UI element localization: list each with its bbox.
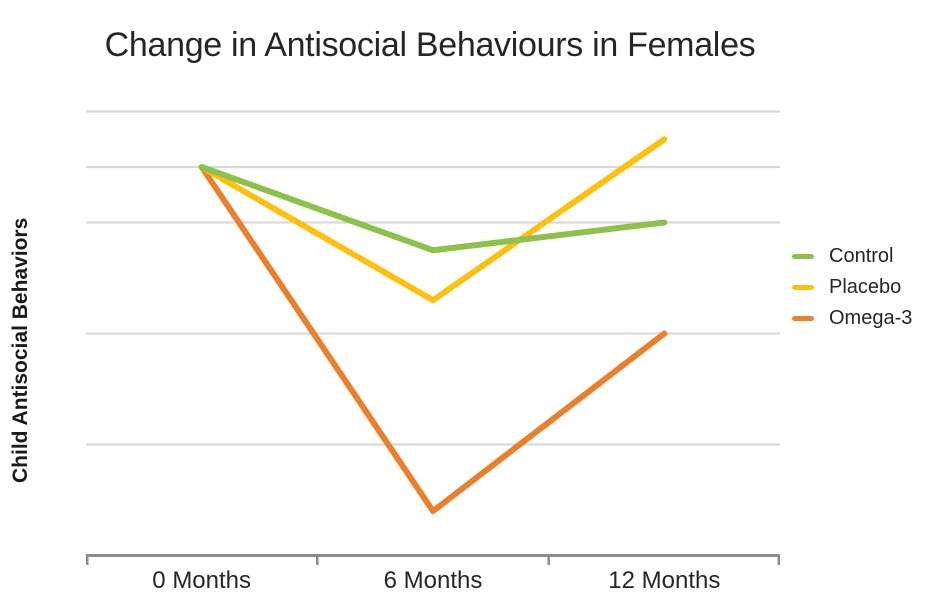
- legend: Control Placebo Omega-3: [792, 241, 912, 334]
- legend-item-omega3: Omega-3: [792, 303, 912, 334]
- x-axis-label-0-months: 0 Months: [152, 567, 252, 594]
- legend-item-control: Control: [792, 241, 912, 272]
- x-axis-label-6-months: 6 Months: [383, 567, 483, 594]
- x-axis-label-12-months: 12 Months: [608, 567, 721, 594]
- plot-area: [86, 110, 780, 565]
- legend-label-omega3: Omega-3: [829, 307, 913, 329]
- series-line-control: [198, 164, 668, 254]
- y-axis-title: Child Antisocial Behaviors: [9, 217, 32, 483]
- legend-item-placebo: Placebo: [792, 272, 912, 303]
- legend-marker-omega3-icon: [792, 316, 814, 321]
- chart-title: Change in Antisocial Behaviours in Femal…: [104, 26, 756, 64]
- legend-marker-placebo-icon: [792, 285, 814, 290]
- legend-marker-control-icon: [792, 254, 814, 259]
- series-line-omega-3: [198, 164, 668, 515]
- x-axis-labels: 0 Months 6 Months 12 Months: [86, 567, 780, 595]
- legend-label-placebo: Placebo: [829, 276, 902, 298]
- series-line-placebo: [198, 136, 668, 304]
- legend-label-control: Control: [829, 245, 894, 267]
